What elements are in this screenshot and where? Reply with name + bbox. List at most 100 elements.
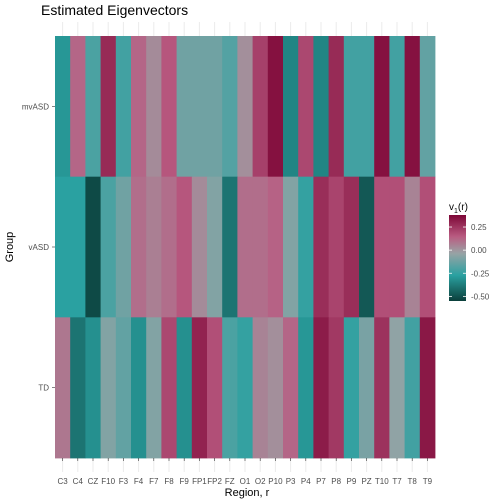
- y-tick-label: TD: [38, 384, 49, 393]
- heatmap-cell: [161, 36, 177, 178]
- heatmap-cell: [419, 317, 436, 459]
- x-tick-label: F7: [149, 477, 159, 486]
- x-axis-title: Region, r: [225, 487, 270, 499]
- heatmap-cell: [55, 36, 71, 178]
- heatmap-cell: [328, 36, 345, 178]
- heatmap-cell: [404, 36, 421, 178]
- x-tick-label: T10: [375, 477, 389, 486]
- heatmap-cell: [115, 36, 132, 178]
- heatmap-cell: [374, 317, 390, 459]
- heatmap-cell: [207, 317, 223, 459]
- x-tick-label: F10: [101, 477, 115, 486]
- heatmap-cell: [70, 317, 86, 459]
- heatmap-cell: [374, 36, 390, 178]
- heatmap-cell: [70, 176, 86, 318]
- heatmap-cell: [146, 36, 162, 178]
- x-tick-label: PZ: [361, 477, 371, 486]
- heatmap-cell: [222, 317, 238, 459]
- heatmap-cell: [267, 36, 284, 178]
- x-tick-label: C3: [57, 477, 68, 486]
- heatmap-cell: [389, 176, 405, 318]
- heatmap-cell: [252, 176, 269, 318]
- legend-tick-label: 0.25: [471, 223, 487, 232]
- x-tick-label: P8: [331, 477, 341, 486]
- heatmap-cell: [267, 176, 284, 318]
- heatmap-cell: [283, 176, 299, 318]
- x-tick-label: FP2: [207, 477, 222, 486]
- chart-title: Estimated Eigenvectors: [41, 2, 188, 18]
- legend-tick-label: -0.50: [471, 292, 490, 301]
- x-tick-label: T9: [423, 477, 433, 486]
- heatmap-cell: [115, 317, 132, 459]
- x-tick-label: P4: [301, 477, 311, 486]
- heatmap-cell: [359, 317, 375, 459]
- heatmap-cell: [343, 36, 360, 178]
- legend-title: v1(r): [449, 202, 468, 215]
- heatmap-cell: [313, 176, 329, 318]
- x-tick-label: F3: [119, 477, 129, 486]
- heatmap-cell: [267, 317, 284, 459]
- heatmap-cell: [374, 176, 390, 318]
- y-tick-label: vASD: [29, 243, 50, 252]
- x-tick-label: F9: [180, 477, 190, 486]
- heatmap-cell: [343, 317, 360, 459]
- heatmap-cell: [85, 176, 101, 318]
- heatmap-cell: [161, 317, 177, 459]
- heatmap-cell: [207, 176, 223, 318]
- heatmap-cell: [298, 176, 314, 318]
- x-tick-label: P10: [268, 477, 283, 486]
- heatmap-cell: [283, 36, 299, 178]
- heatmap-cell: [389, 317, 405, 459]
- color-legend: v1(r) 0.25 0.00 -0.25 -0.50: [449, 202, 490, 301]
- heatmap-cell: [85, 317, 101, 459]
- heatmap-cell: [222, 36, 238, 178]
- legend-tick-label: -0.25: [471, 269, 490, 278]
- heatmap-cell: [176, 176, 193, 318]
- heatmap-cell: [298, 36, 314, 178]
- x-tick-label: P7: [316, 477, 326, 486]
- heatmap-cell: [100, 176, 117, 318]
- heatmap-cell: [313, 317, 329, 459]
- x-tick-label: P3: [286, 477, 296, 486]
- heatmap-cell: [70, 36, 86, 178]
- heatmap-cell: [100, 317, 117, 459]
- x-tick-label: P9: [347, 477, 357, 486]
- heatmap-cell: [207, 36, 223, 178]
- heatmap-cell: [146, 176, 162, 318]
- y-axis-title: Group: [4, 232, 16, 263]
- heatmap-cell: [252, 36, 269, 178]
- heatmap-cell: [237, 36, 253, 178]
- heatmap-cell: [313, 36, 329, 178]
- heatmap-cell: [191, 317, 208, 459]
- heatmap-cell: [359, 176, 375, 318]
- heatmap-cell: [404, 317, 421, 459]
- heatmap-cell: [389, 36, 405, 178]
- heatmap-cell: [100, 36, 117, 178]
- heatmap-cell: [298, 317, 314, 459]
- x-tick-label: T7: [392, 477, 402, 486]
- heatmap-cell: [55, 176, 71, 318]
- y-axis-ticks: mvASD vASD TD: [22, 102, 55, 393]
- heatmap-cell: [146, 317, 162, 459]
- legend-colorbar: [449, 215, 466, 301]
- heatmap-cell: [222, 176, 238, 318]
- x-tick-label: CZ: [88, 477, 99, 486]
- heatmap-cell: [161, 176, 177, 318]
- heatmap-cell: [283, 317, 299, 459]
- x-axis-ticks: C3 C4 CZ F10 F3 F4 F7 F8 F9 FP1 FP2 FZ O1 O2 P10 P3 P4 P7…: [57, 458, 433, 486]
- x-tick-label: F8: [164, 477, 174, 486]
- heatmap-cell: [252, 317, 269, 459]
- heatmap-cell: [328, 176, 345, 318]
- heatmap-cell: [85, 36, 101, 178]
- x-tick-label: F4: [134, 477, 144, 486]
- heatmap-cell: [359, 36, 375, 178]
- x-tick-label: T8: [408, 477, 418, 486]
- heatmap-cell: [328, 317, 345, 459]
- x-tick-label: O1: [240, 477, 251, 486]
- heatmap-cell: [176, 36, 193, 178]
- heatmap-cell: [343, 176, 360, 318]
- heatmap-cell: [191, 176, 208, 318]
- x-tick-label: C4: [73, 477, 84, 486]
- heatmap-cell: [237, 317, 253, 459]
